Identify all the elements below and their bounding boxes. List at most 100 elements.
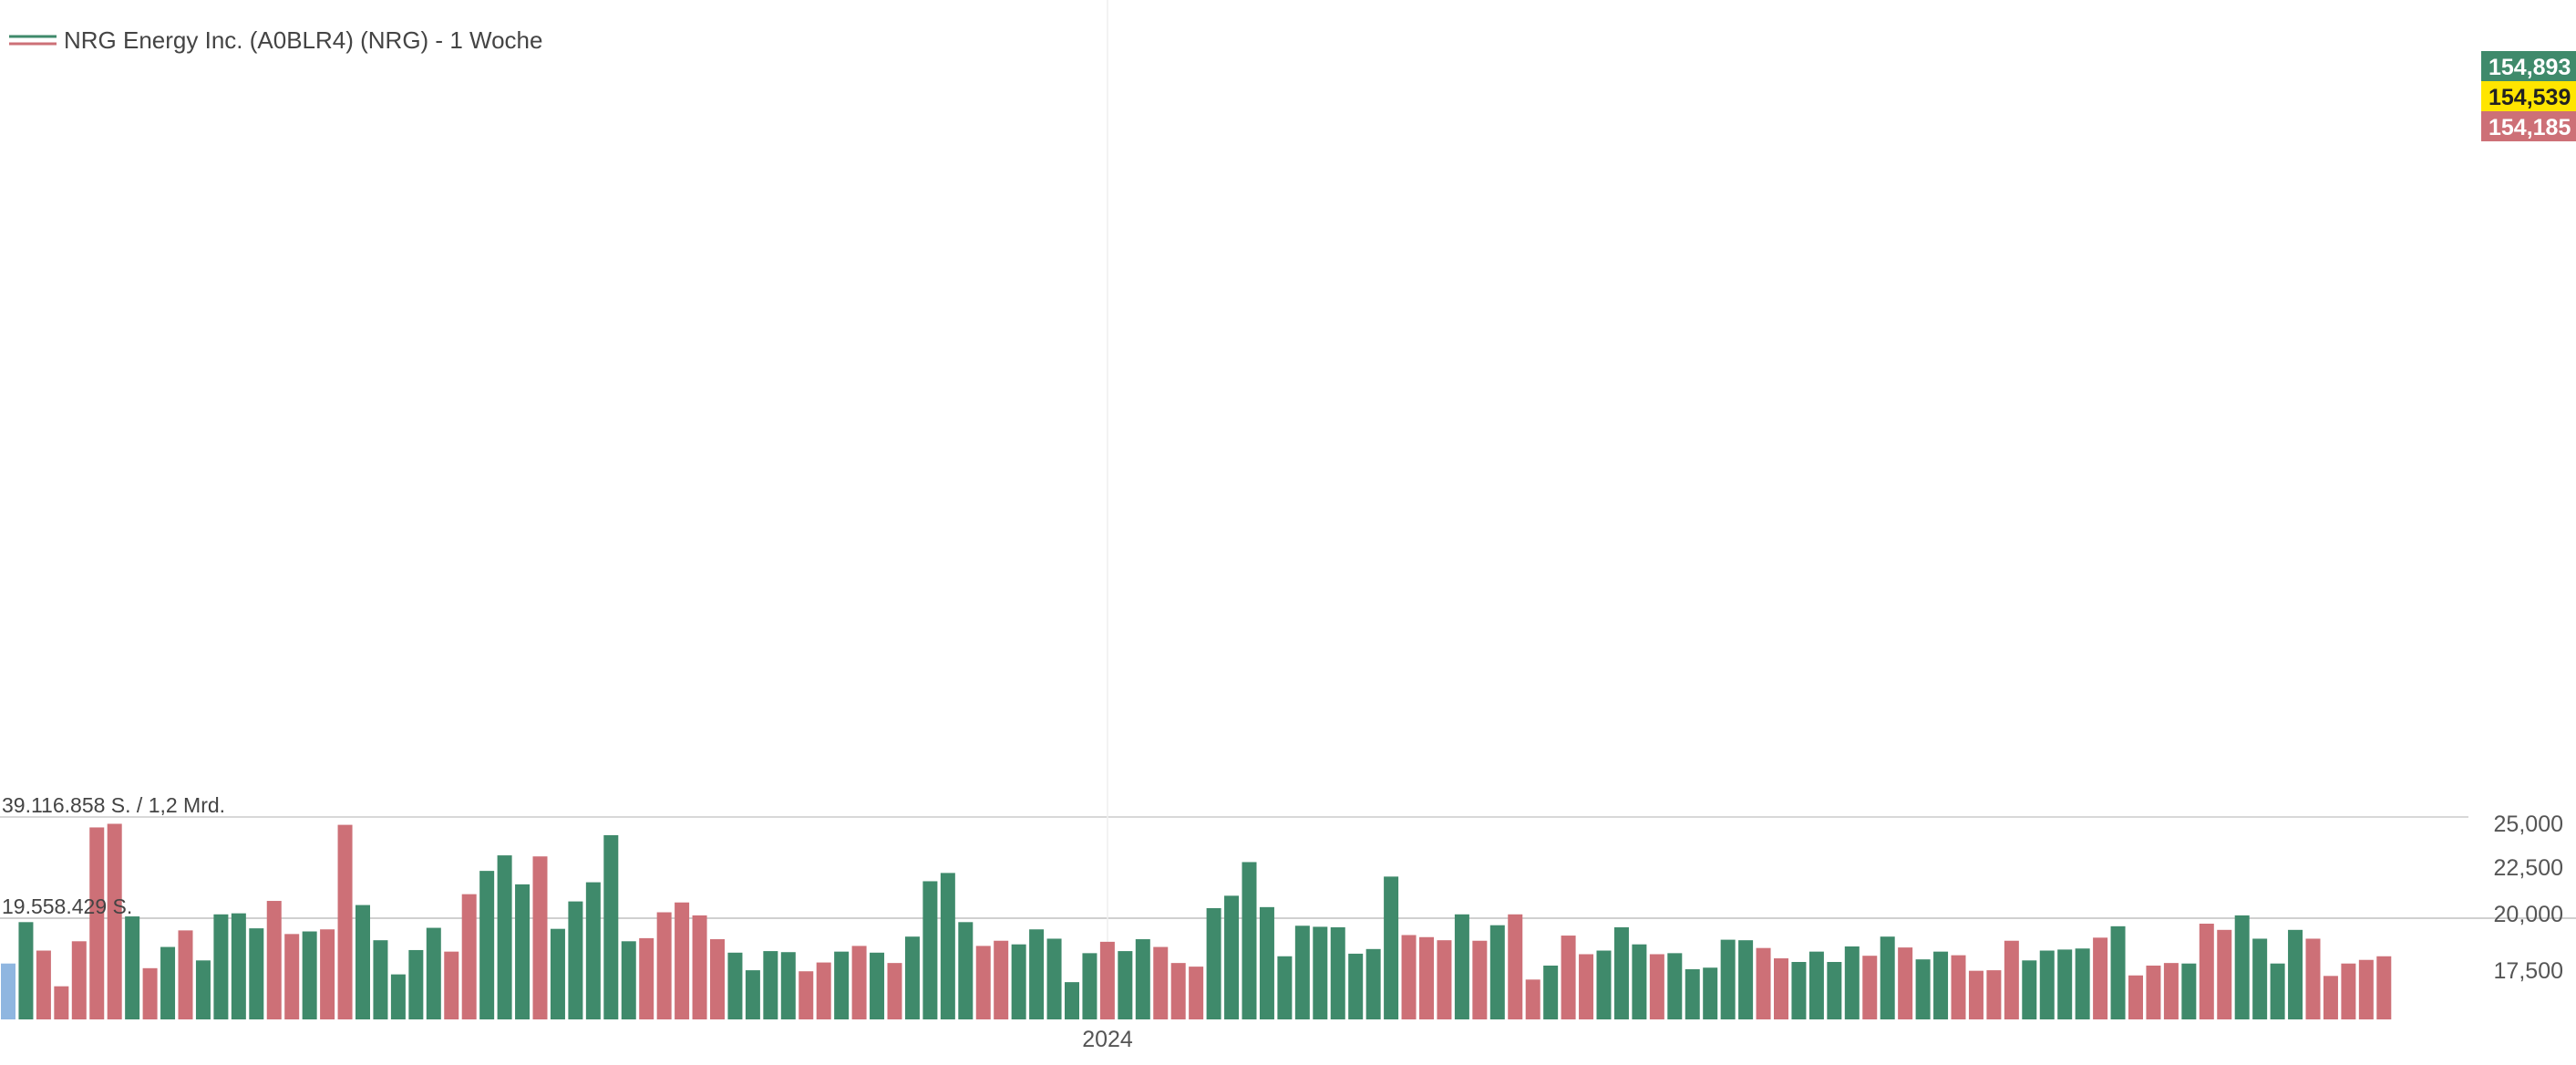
- volume-bar: [603, 834, 619, 1019]
- volume-bar: [2217, 929, 2232, 1019]
- volume-bar: [213, 914, 229, 1019]
- volume-bar: [2199, 924, 2214, 1019]
- volume-bar: [444, 951, 459, 1019]
- volume-bar: [160, 946, 176, 1019]
- x-axis: 2024: [1082, 1027, 1133, 1052]
- volume-bars: [1, 823, 2392, 1019]
- volume-bar: [1738, 940, 1754, 1019]
- volume-bar: [1259, 906, 1274, 1019]
- volume-bar: [1720, 939, 1736, 1019]
- volume-bar: [2146, 965, 2161, 1019]
- volume-bar: [1046, 938, 1062, 1019]
- volume-bar: [656, 912, 672, 1019]
- volume-bar: [1898, 947, 1913, 1019]
- volume-bar: [71, 941, 87, 1019]
- volume-bar: [1880, 936, 1895, 1019]
- volume-bar: [975, 946, 991, 1019]
- volume-bar: [1774, 958, 1788, 1019]
- volume-bar: [390, 974, 406, 1019]
- volume-bar: [816, 962, 831, 1019]
- volume-bar: [1011, 944, 1026, 1019]
- price-tags: 154,893 154,539 154,185: [2481, 51, 2576, 141]
- volume-bar: [178, 930, 193, 1019]
- volume-bar: [870, 952, 885, 1019]
- volume-bar: [940, 873, 955, 1019]
- volume-bar: [1791, 962, 1807, 1019]
- volume-bar: [851, 946, 867, 1019]
- volume-bar: [1206, 907, 1221, 1019]
- volume-bar: [1827, 962, 1842, 1019]
- volume-half-label: 19.558.429 S.: [2, 894, 132, 918]
- volume-tick-label: 22,500: [2494, 855, 2563, 881]
- volume-bar: [142, 967, 158, 1019]
- volume-bar: [958, 922, 974, 1019]
- mid-tag: 154,539: [2488, 85, 2571, 110]
- volume-bar: [1968, 970, 1984, 1019]
- volume-bar: [1508, 914, 1523, 1019]
- volume-bar: [2022, 960, 2037, 1019]
- volume-bar: [568, 901, 583, 1019]
- volume-bar: [780, 952, 796, 1019]
- volume-bar: [461, 894, 477, 1019]
- volume-bar: [2004, 940, 2019, 1019]
- volume-bar: [1224, 895, 1240, 1019]
- volume-bar: [887, 963, 902, 1019]
- volume-bar: [426, 927, 441, 1019]
- ask-tag: 154,893: [2488, 55, 2571, 80]
- volume-bar: [89, 827, 105, 1019]
- ask-tag-bg: [2481, 51, 2576, 81]
- volume-bar: [834, 951, 850, 1019]
- volume-bar: [1756, 947, 1771, 1019]
- volume-bar: [373, 940, 388, 1019]
- volume-bar: [1543, 965, 1559, 1019]
- legend[interactable]: NRG Energy Inc. (A0BLR4) (NRG) - 1 Woche: [9, 26, 542, 54]
- volume-bar: [1099, 941, 1115, 1019]
- x-tick-label: 2024: [1082, 1027, 1133, 1052]
- volume-bar: [1365, 948, 1381, 1019]
- volume-bar: [763, 951, 778, 1019]
- volume-bar: [1649, 954, 1664, 1019]
- volume-bar: [1242, 862, 1257, 1019]
- legend-title: NRG Energy Inc. (A0BLR4) (NRG) - 1 Woche: [64, 26, 542, 54]
- volume-bar: [550, 928, 565, 1019]
- volume-bar: [1844, 946, 1860, 1019]
- grid: [0, 0, 2576, 1019]
- y-axis: 195,000175,000125,000110,000100,00090,00…: [2494, 812, 2563, 984]
- volume-bar: [922, 881, 938, 1019]
- volume-bar: [585, 882, 601, 1019]
- volume-bar: [36, 950, 51, 1019]
- volume-tick-label: 20,000: [2494, 902, 2563, 927]
- volume-bar: [2288, 929, 2303, 1019]
- volume-bar: [1632, 944, 1647, 1019]
- volume-tick-label: 25,000: [2494, 812, 2563, 837]
- volume-labels: 39.116.858 S. / 1,2 Mrd. 19.558.429 S.: [2, 793, 225, 918]
- volume-bar: [745, 970, 760, 1019]
- volume-bar: [1, 963, 15, 1019]
- volume-bar: [1986, 970, 2002, 1019]
- volume-bar: [355, 905, 370, 1019]
- volume-bar: [710, 939, 725, 1019]
- volume-bar: [1277, 956, 1293, 1019]
- volume-bar: [337, 824, 353, 1019]
- volume-bar: [1065, 982, 1079, 1019]
- volume-bar: [2093, 937, 2108, 1019]
- volume-bar: [1933, 951, 1949, 1019]
- volume-bar: [2039, 950, 2055, 1019]
- volume-bar: [1703, 967, 1718, 1019]
- volume-bar: [994, 940, 1009, 1019]
- volume-bar: [1915, 959, 1931, 1019]
- volume-bar: [2128, 975, 2143, 1019]
- volume-bar: [1489, 925, 1505, 1019]
- volume-bar: [107, 823, 122, 1019]
- volume-bar: [2163, 963, 2179, 1019]
- volume-bar: [1437, 940, 1452, 1019]
- volume-bar: [2323, 976, 2338, 1019]
- volume-bar: [302, 931, 317, 1019]
- volume-bar: [1348, 953, 1364, 1019]
- volume-max-label: 39.116.858 S. / 1,2 Mrd.: [2, 793, 225, 817]
- volume-tick-label: 17,500: [2494, 958, 2563, 984]
- volume-bar: [1596, 950, 1612, 1019]
- volume-bar: [408, 949, 424, 1019]
- volume-bar: [1330, 926, 1345, 1019]
